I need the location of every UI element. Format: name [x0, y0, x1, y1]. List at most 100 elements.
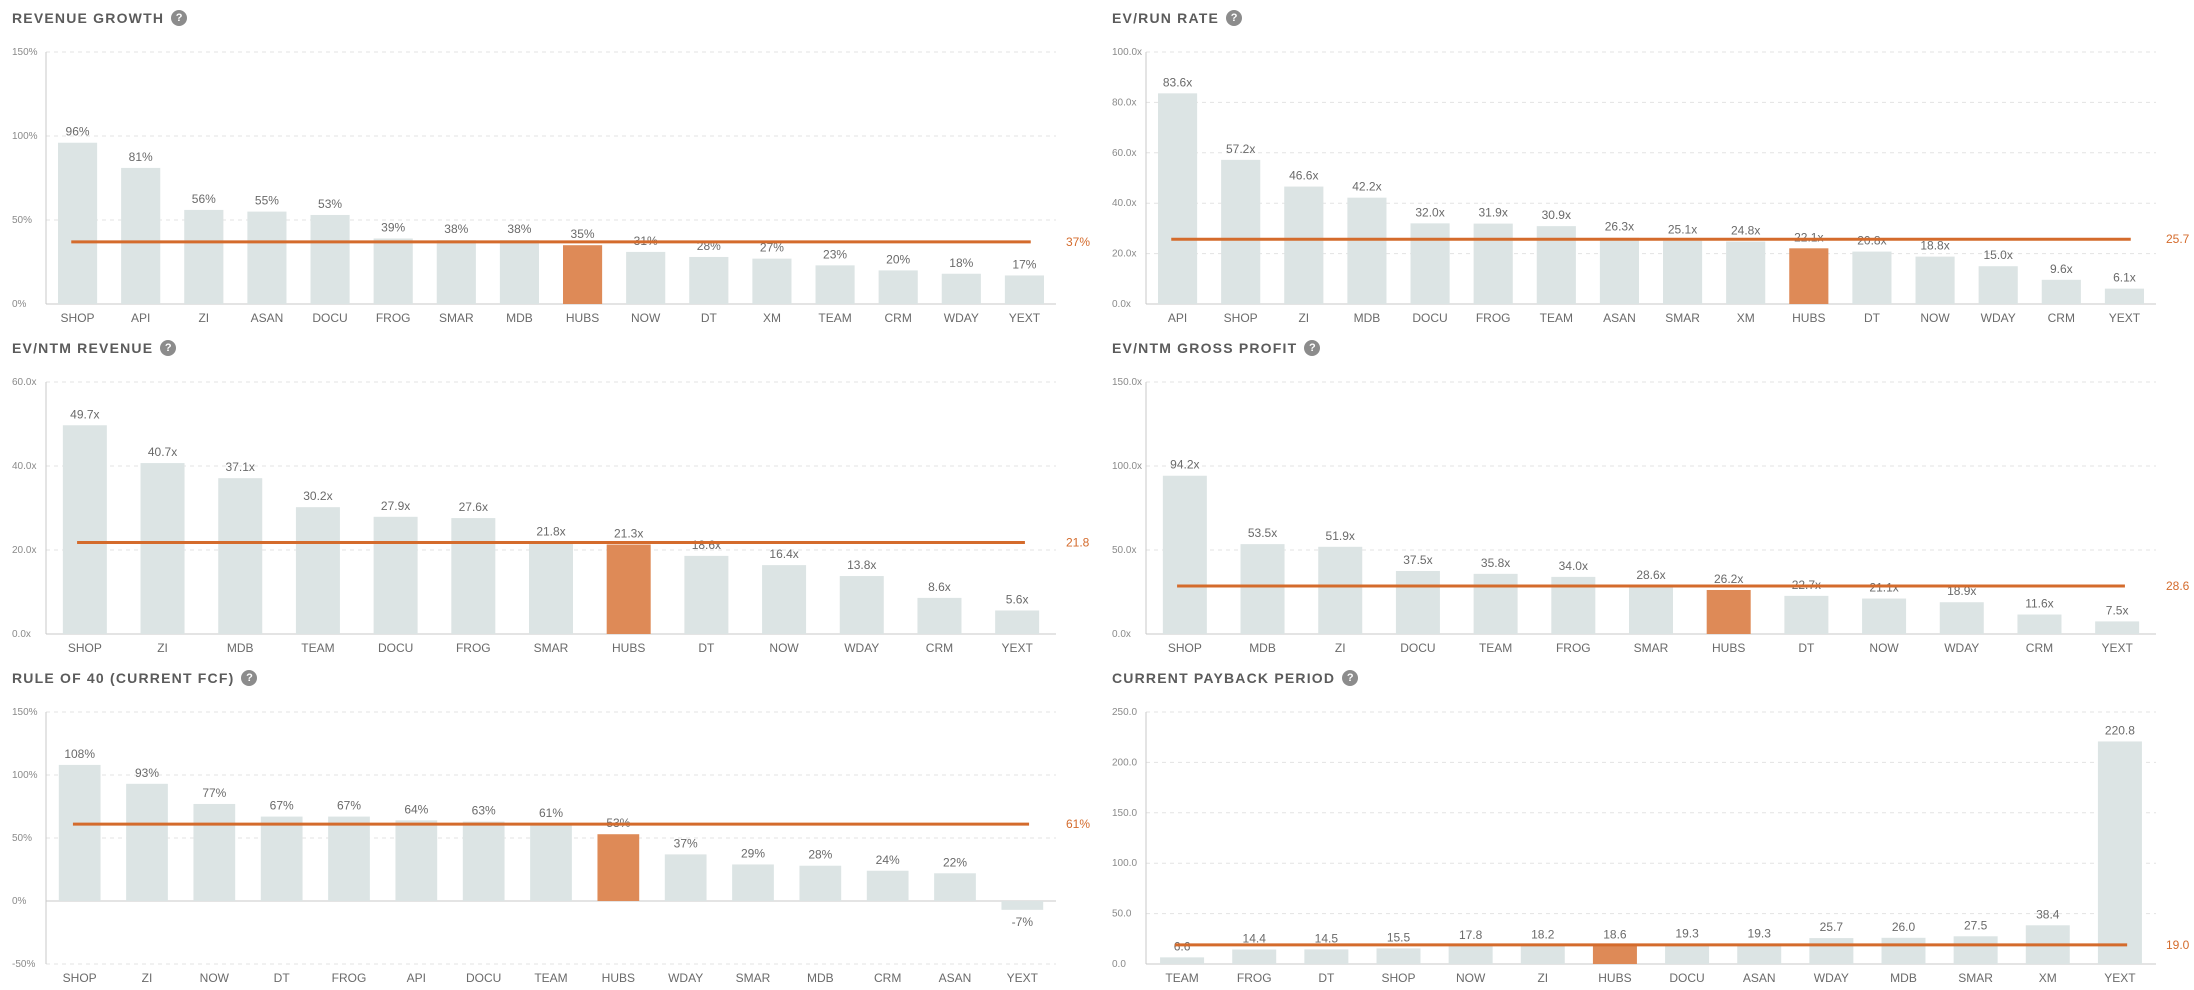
- bar: [934, 873, 976, 901]
- category-label: XM: [2039, 971, 2057, 985]
- data-label: 46.6x: [1289, 169, 1318, 183]
- chart-revenue-growth: 0% 50% 100% 150% 96% SHOP 81% API 56% ZI 55% ASAN 53…: [12, 47, 1090, 325]
- y-tick-label: 100.0: [1112, 858, 1137, 869]
- bar: [878, 270, 918, 304]
- y-tick-label: 150%: [12, 47, 38, 58]
- category-label: XM: [1737, 311, 1755, 325]
- category-label: API: [1168, 311, 1187, 325]
- category-label: DT: [701, 311, 718, 325]
- category-label: MDB: [807, 971, 834, 985]
- category-label: ASAN: [939, 971, 972, 985]
- y-tick-label: 100.0x: [1112, 461, 1142, 472]
- data-label: 57.2x: [1226, 142, 1255, 156]
- y-tick-label: 50.0x: [1112, 545, 1136, 556]
- category-label: TEAM: [1165, 971, 1198, 985]
- category-label: TEAM: [534, 971, 567, 985]
- chart-title: REVENUE GROWTH?: [12, 10, 188, 26]
- bar: [799, 865, 842, 901]
- data-label: 24.8x: [1731, 224, 1760, 238]
- bar: [499, 240, 540, 304]
- bar: [1520, 945, 1565, 964]
- category-label: SHOP: [1168, 641, 1202, 655]
- bar: [1953, 936, 1998, 964]
- category-label: NOW: [200, 971, 230, 985]
- data-label: 5.6x: [1006, 592, 1029, 606]
- category-label: FROG: [1476, 311, 1511, 325]
- category-label: SHOP: [68, 641, 102, 655]
- data-label: 23%: [823, 247, 847, 261]
- category-label: TEAM: [818, 311, 851, 325]
- data-label: 15.5: [1387, 930, 1411, 944]
- category-label: FROG: [456, 641, 491, 655]
- category-label: DT: [1864, 311, 1881, 325]
- y-tick-label: 40.0x: [12, 461, 36, 472]
- chart-title: RULE OF 40 (CURRENT FCF)?: [12, 670, 258, 686]
- category-label: FROG: [332, 971, 367, 985]
- category-label: ZI: [1335, 641, 1346, 655]
- data-label: 14.5: [1315, 931, 1339, 945]
- bar: [1809, 938, 1854, 964]
- chart-current-payback-period: 0.050.0100.0150.0200.0250.06.6TEAM14.4FR…: [1112, 707, 2190, 985]
- bar: [1221, 159, 1261, 304]
- data-label: 18.8x: [1920, 239, 1949, 253]
- bar: [1157, 93, 1198, 304]
- data-label: 18.6: [1603, 927, 1627, 941]
- data-label: 26.3x: [1605, 220, 1634, 234]
- y-tick-label: -50%: [12, 959, 35, 970]
- data-label: 49.7x: [70, 407, 99, 421]
- category-label: MDB: [506, 311, 533, 325]
- bar-highlight: [562, 245, 603, 304]
- data-label: 38%: [444, 222, 468, 236]
- help-icon[interactable]: ?: [1226, 10, 1243, 26]
- category-label: YEXT: [1009, 311, 1041, 325]
- category-label: SMAR: [534, 641, 569, 655]
- reference-label: 19.0: [2166, 938, 2190, 952]
- category-label: YEXT: [1001, 641, 1033, 655]
- bar: [732, 864, 774, 901]
- category-label: TEAM: [1540, 311, 1573, 325]
- category-label: WDAY: [1981, 311, 2016, 325]
- category-label: CRM: [885, 311, 912, 325]
- category-label: FROG: [1556, 641, 1591, 655]
- y-tick-label: 0.0: [1112, 959, 1126, 970]
- help-icon[interactable]: ?: [1304, 340, 1321, 356]
- category-label: CRM: [874, 971, 901, 985]
- data-label: 21.3x: [614, 527, 643, 541]
- bar: [866, 870, 909, 901]
- data-label: 51.9x: [1326, 529, 1355, 543]
- category-label: SHOP: [1224, 311, 1258, 325]
- category-label: DT: [698, 641, 715, 655]
- bar: [626, 251, 666, 304]
- help-icon[interactable]: ?: [1342, 670, 1359, 686]
- bar: [451, 518, 496, 634]
- category-label: MDB: [1890, 971, 1917, 985]
- data-label: 25.1x: [1668, 223, 1697, 237]
- bar: [310, 214, 350, 304]
- category-label: HUBS: [602, 971, 635, 985]
- category-label: SMAR: [1665, 311, 1700, 325]
- chart-ev-ntm-revenue: 0.0x 20.0x 40.0x 60.0x 49.7x SHOP 40.7x ZI 37.1x…: [12, 377, 1090, 655]
- data-label: 37.5x: [1403, 553, 1432, 567]
- help-icon[interactable]: ?: [171, 10, 188, 26]
- reference-label: 25.7: [2166, 232, 2190, 246]
- data-label: 67%: [270, 799, 294, 813]
- bar: [2017, 614, 2062, 634]
- chart-title: CURRENT PAYBACK PERIOD?: [1112, 670, 1359, 686]
- bar: [1232, 949, 1277, 964]
- chart-ev-ntm-gross-profit: 0.0x 50.0x 100.0x 150.0x 94.2x SHOP 53.5x MDB 51…: [1112, 377, 2190, 655]
- bar: [1004, 275, 1045, 304]
- category-label: HUBS: [566, 311, 599, 325]
- data-label: 26.2x: [1714, 572, 1743, 586]
- help-icon[interactable]: ?: [160, 340, 177, 356]
- help-icon[interactable]: ?: [241, 670, 258, 686]
- data-label: 67%: [337, 799, 361, 813]
- category-label: DOCU: [378, 641, 413, 655]
- y-tick-label: 0%: [12, 299, 27, 310]
- category-label: WDAY: [844, 641, 879, 655]
- data-label: 24%: [876, 853, 900, 867]
- reference-label: 37%: [1066, 235, 1090, 249]
- y-tick-label: 20.0x: [1112, 249, 1136, 260]
- data-label: 39%: [381, 220, 405, 234]
- data-label: 38.4: [2036, 907, 2060, 921]
- category-label: DOCU: [312, 311, 347, 325]
